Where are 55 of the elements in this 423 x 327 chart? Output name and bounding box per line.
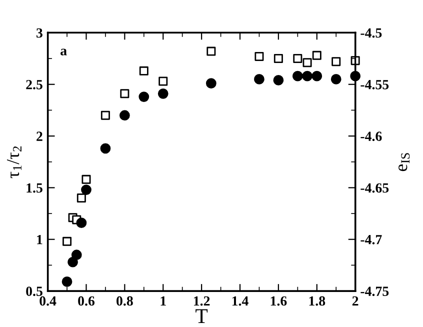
x-tick-label: 1 xyxy=(160,296,166,306)
y2-tick-label: -4.5 xyxy=(360,28,382,38)
point xyxy=(71,250,82,260)
point xyxy=(158,88,168,99)
point xyxy=(62,236,72,246)
y2-tick-label: -4.55 xyxy=(360,80,389,90)
y-tick-label: 0.5 xyxy=(26,286,42,296)
point xyxy=(293,54,302,64)
point xyxy=(332,57,341,66)
x-tick-label: 0.6 xyxy=(78,296,95,306)
point xyxy=(100,143,111,154)
point xyxy=(302,58,312,68)
point xyxy=(82,174,91,184)
y-tick-label: 2.5 xyxy=(26,80,42,90)
point xyxy=(100,110,110,120)
y-tick-label: 1 xyxy=(37,235,42,244)
point xyxy=(81,184,92,195)
y2-axis-title: e$_{IS}$ xyxy=(398,153,410,172)
point xyxy=(330,74,342,84)
y-axis-title: τ$_{1}$/τ$_{2}$ xyxy=(7,146,22,178)
point xyxy=(206,78,216,89)
point xyxy=(76,194,86,203)
x-tick-label: 1.2 xyxy=(194,296,210,306)
point xyxy=(312,70,322,82)
annotation: a xyxy=(60,48,67,56)
point xyxy=(76,218,87,228)
point xyxy=(254,52,264,61)
x-axis-title: T xyxy=(196,309,208,323)
point xyxy=(119,110,130,121)
point xyxy=(350,70,361,82)
x-tick-label: 0.8 xyxy=(116,296,133,306)
y-tick-label: 1.5 xyxy=(26,183,42,193)
point xyxy=(139,66,148,76)
y2-tick-label: -4.65 xyxy=(360,183,389,193)
y2-tick-label: -4.7 xyxy=(360,235,382,244)
x-tick-label: 1.8 xyxy=(309,296,326,306)
y-tick-label: 3 xyxy=(36,28,42,38)
point xyxy=(158,76,168,86)
y2-tick-label: -4.6 xyxy=(360,132,382,142)
y-tick-label: 2 xyxy=(36,132,42,141)
point xyxy=(206,46,216,56)
point xyxy=(254,74,264,84)
x-tick-label: 0.4 xyxy=(40,296,56,306)
point xyxy=(273,75,284,86)
point xyxy=(312,50,322,60)
point xyxy=(138,92,150,102)
point xyxy=(292,70,303,82)
point xyxy=(62,276,72,287)
y2-tick-label: -4.75 xyxy=(360,286,389,296)
point xyxy=(302,70,312,82)
x-tick-label: 1.4 xyxy=(232,296,248,306)
point xyxy=(120,89,130,98)
x-tick-label: 1.6 xyxy=(270,296,287,306)
x-tick-label: 2 xyxy=(352,296,358,306)
point xyxy=(274,54,283,64)
